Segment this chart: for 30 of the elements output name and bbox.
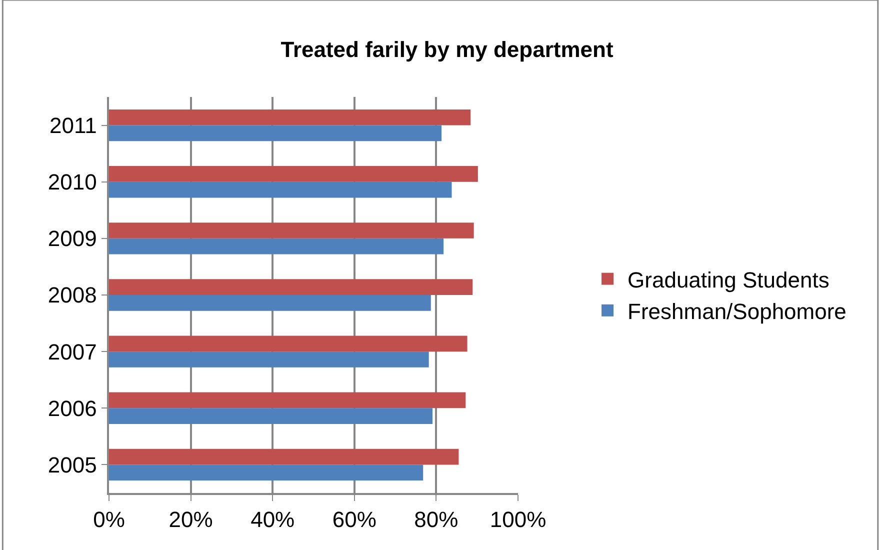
- legend-label: Freshman/Sophomore: [628, 298, 846, 324]
- y-tick-label: 2005: [48, 452, 97, 478]
- bar: [109, 392, 466, 408]
- y-tick-label: 2010: [48, 170, 97, 195]
- bar: [109, 166, 478, 182]
- bar: [109, 238, 444, 254]
- chart-title: Treated farily by my department: [280, 37, 614, 62]
- y-tick-label: 2006: [48, 396, 97, 421]
- x-tick-label: 40%: [250, 507, 295, 532]
- bar: [109, 408, 433, 424]
- x-tick-label: 0%: [93, 507, 125, 532]
- legend-label: Graduating Students: [628, 267, 830, 292]
- bar: [109, 448, 459, 465]
- y-tick-label: 2008: [48, 282, 97, 308]
- bar: [109, 109, 471, 126]
- x-tick-label: 20%: [168, 507, 213, 532]
- bar: [109, 182, 452, 198]
- x-tick-label: 100%: [490, 507, 546, 532]
- x-tick-label: 80%: [414, 507, 458, 532]
- x-tick-label: 60%: [332, 507, 376, 532]
- bar: [109, 352, 429, 368]
- y-tick-label: 2009: [48, 226, 97, 252]
- bar: [109, 336, 468, 352]
- bar: [109, 125, 442, 142]
- bar: [109, 295, 431, 311]
- bar: [109, 464, 424, 481]
- y-tick-label: 2011: [50, 112, 97, 138]
- y-tick-label: 2007: [48, 339, 97, 364]
- bar: [109, 222, 474, 238]
- bar: [109, 279, 473, 295]
